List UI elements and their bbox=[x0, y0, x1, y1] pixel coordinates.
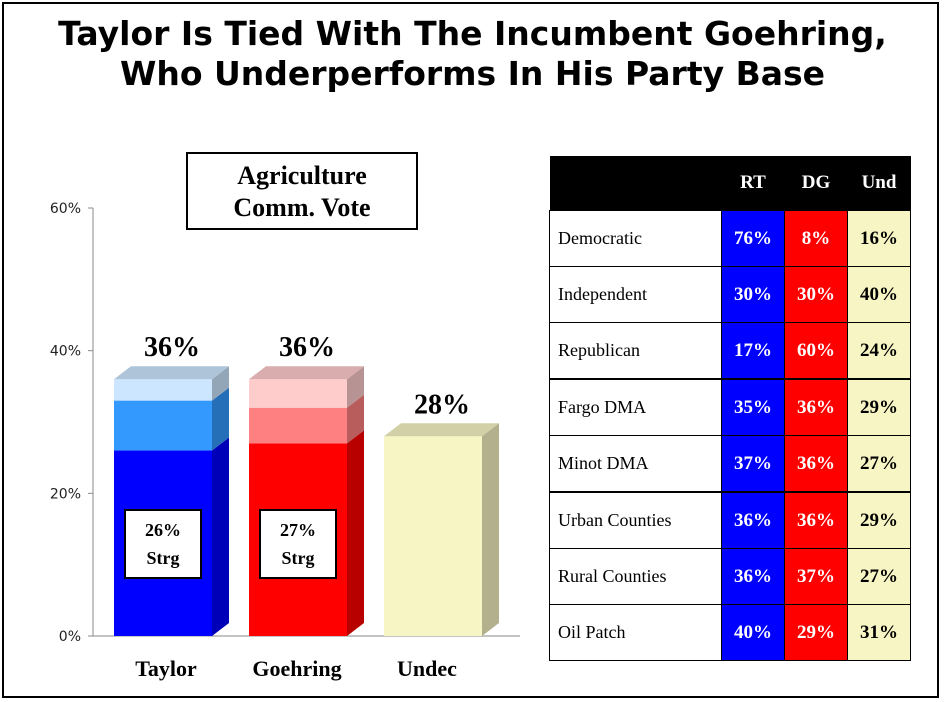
cell-und: 16% bbox=[848, 211, 911, 267]
cell-rt: 40% bbox=[722, 605, 785, 661]
bar-segment bbox=[114, 401, 212, 451]
table-row: Independent 30% 30% 40% bbox=[550, 267, 911, 323]
cell-rt: 37% bbox=[722, 436, 785, 493]
y-tick-label: 60% bbox=[50, 201, 81, 217]
cell-dg: 30% bbox=[785, 267, 848, 323]
header-blank bbox=[550, 156, 722, 211]
strong-caption: Strg bbox=[147, 548, 180, 568]
cell-und: 40% bbox=[848, 267, 911, 323]
category-label: Goehring bbox=[252, 656, 341, 681]
table-row: Democratic 76% 8% 16% bbox=[550, 211, 911, 267]
cell-und: 27% bbox=[848, 549, 911, 605]
bar-side bbox=[212, 438, 229, 636]
cell-rt: 30% bbox=[722, 267, 785, 323]
bar-segment bbox=[384, 436, 482, 636]
bar-value-label: 36% bbox=[144, 332, 200, 363]
cell-dg: 60% bbox=[785, 323, 848, 380]
row-label: Minot DMA bbox=[550, 436, 722, 493]
cell-dg: 29% bbox=[785, 605, 848, 661]
bar-top bbox=[384, 423, 499, 436]
bar-value-label: 28% bbox=[414, 389, 470, 420]
cell-und: 29% bbox=[848, 379, 911, 436]
bar-top bbox=[249, 366, 364, 379]
category-label: Taylor bbox=[135, 656, 197, 681]
row-label: Urban Counties bbox=[550, 492, 722, 549]
row-label: Democratic bbox=[550, 211, 722, 267]
y-tick-label: 20% bbox=[50, 486, 81, 502]
header-und: Und bbox=[848, 156, 911, 211]
bar-side bbox=[482, 423, 499, 636]
table-row: Republican 17% 60% 24% bbox=[550, 323, 911, 380]
chart-title-line-1: Agriculture bbox=[188, 160, 416, 192]
cell-dg: 36% bbox=[785, 492, 848, 549]
header-rt: RT bbox=[722, 156, 785, 211]
y-tick-label: 40% bbox=[50, 344, 81, 360]
bar-top bbox=[114, 366, 229, 379]
chart-title-line-2: Comm. Vote bbox=[188, 192, 416, 224]
table-row: Rural Counties 36% 37% 27% bbox=[550, 549, 911, 605]
strong-percent: 26% bbox=[145, 520, 181, 540]
row-label: Republican bbox=[550, 323, 722, 380]
row-label: Fargo DMA bbox=[550, 379, 722, 436]
row-label: Rural Counties bbox=[550, 549, 722, 605]
table-row: Urban Counties 36% 36% 29% bbox=[550, 492, 911, 549]
cell-dg: 36% bbox=[785, 379, 848, 436]
cell-dg: 36% bbox=[785, 436, 848, 493]
cell-rt: 36% bbox=[722, 492, 785, 549]
table-row: Fargo DMA 35% 36% 29% bbox=[550, 379, 911, 436]
chart-title-box: Agriculture Comm. Vote bbox=[186, 152, 418, 230]
cell-dg: 8% bbox=[785, 211, 848, 267]
table-row: Minot DMA 37% 36% 27% bbox=[550, 436, 911, 493]
cell-und: 31% bbox=[848, 605, 911, 661]
y-tick-label: 0% bbox=[59, 629, 81, 645]
cell-dg: 37% bbox=[785, 549, 848, 605]
cell-rt: 76% bbox=[722, 211, 785, 267]
row-label: Oil Patch bbox=[550, 605, 722, 661]
crosstab-table: RT DG Und Democratic 76% 8% 16% Independent 3… bbox=[549, 156, 911, 661]
bar-segment bbox=[249, 408, 347, 444]
strong-percent: 27% bbox=[280, 520, 316, 540]
bar-side bbox=[347, 430, 364, 636]
cell-rt: 17% bbox=[722, 323, 785, 380]
header-dg: DG bbox=[785, 156, 848, 211]
cell-und: 24% bbox=[848, 323, 911, 380]
cell-rt: 36% bbox=[722, 549, 785, 605]
strong-caption: Strg bbox=[282, 548, 315, 568]
row-label: Independent bbox=[550, 267, 722, 323]
cell-und: 29% bbox=[848, 492, 911, 549]
bar-segment bbox=[249, 379, 347, 408]
cell-und: 27% bbox=[848, 436, 911, 493]
cell-rt: 35% bbox=[722, 379, 785, 436]
table-row: Oil Patch 40% 29% 31% bbox=[550, 605, 911, 661]
category-label: Undec bbox=[397, 656, 457, 681]
table-header-row: RT DG Und bbox=[550, 156, 911, 211]
bar-segment bbox=[114, 379, 212, 400]
bar-value-label: 36% bbox=[279, 332, 335, 363]
